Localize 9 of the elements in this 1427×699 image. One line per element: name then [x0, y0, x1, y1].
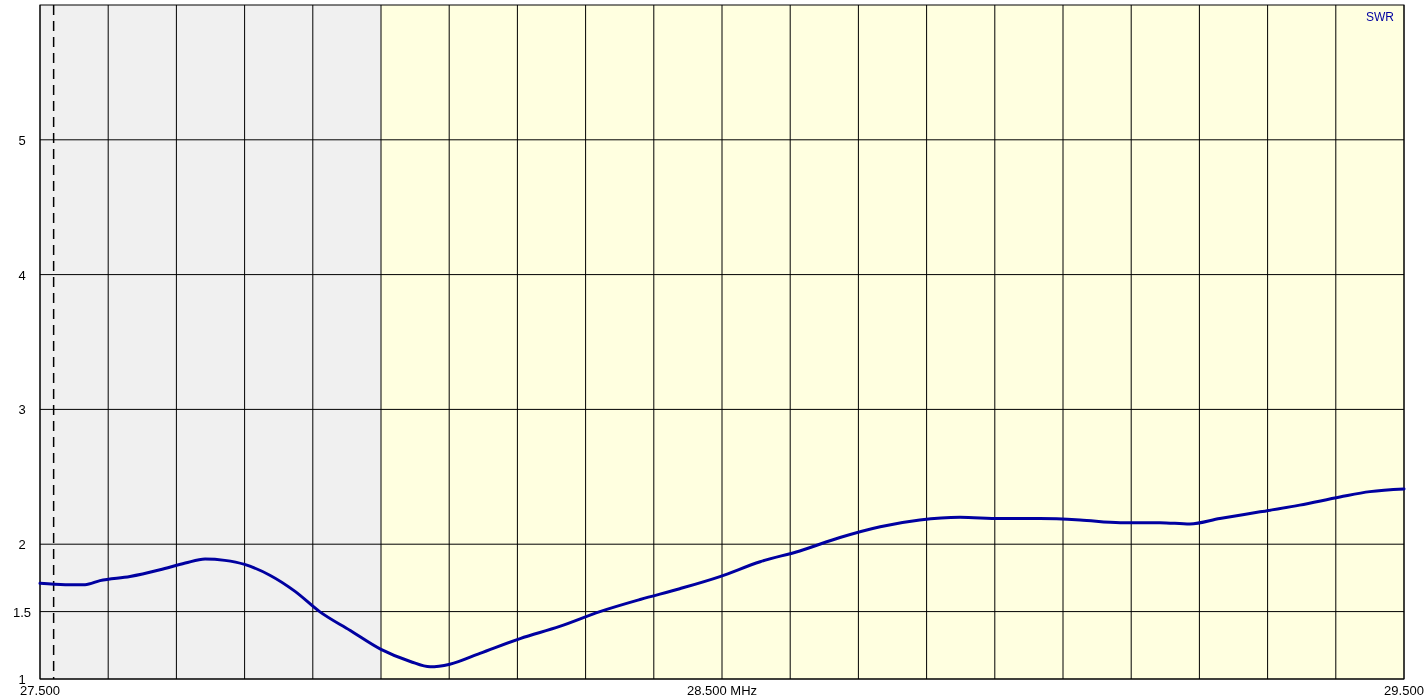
- y-tick-label: 1.5: [12, 604, 32, 620]
- line-series: [38, 487, 1406, 669]
- x-tick-label: 29.500: [1384, 683, 1424, 698]
- x-tick-label: 28.500 MHz: [686, 683, 758, 698]
- y-tick-label: 4: [18, 267, 26, 283]
- y-tick-label: 2: [18, 537, 26, 553]
- y-tick-label: 5: [18, 132, 26, 148]
- y-tick-label: 3: [18, 402, 26, 418]
- text: SWR: [1366, 10, 1395, 24]
